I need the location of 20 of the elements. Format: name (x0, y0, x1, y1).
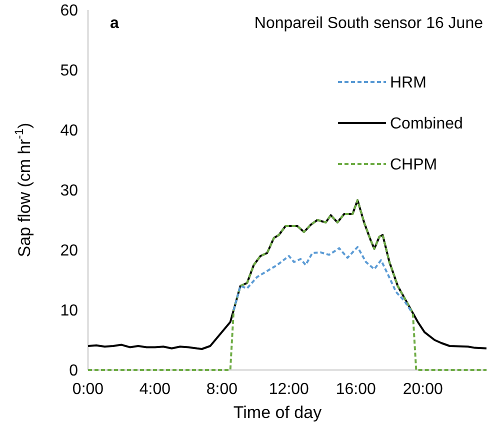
y-tick-label: 0 (69, 362, 78, 380)
y-tick-label: 30 (60, 182, 78, 200)
legend-label: Combined (390, 116, 463, 133)
y-tick-label: 20 (60, 242, 78, 260)
x-tick-label: 12:00 (268, 381, 310, 398)
y-tick-label: 10 (60, 302, 78, 320)
legend-label: CHPM (390, 156, 438, 174)
x-axis-title: Time of day (233, 403, 322, 422)
legend-label: HRM (390, 74, 426, 92)
x-tick-label: 16:00 (336, 381, 376, 398)
x-tick-label: 8:00 (206, 381, 238, 398)
y-tick-label: 40 (60, 122, 78, 140)
x-tick-label: 20:00 (402, 381, 443, 398)
y-tick-label: 60 (60, 2, 78, 20)
annotation: a (110, 15, 119, 32)
line-series (232, 246, 412, 312)
x-tick-label: 4:00 (139, 381, 171, 398)
x-tick-label: 0:00 (72, 381, 104, 398)
chart-title: Nonpareil South sensor 16 June (254, 15, 484, 32)
y-tick-label: 50 (60, 62, 78, 80)
